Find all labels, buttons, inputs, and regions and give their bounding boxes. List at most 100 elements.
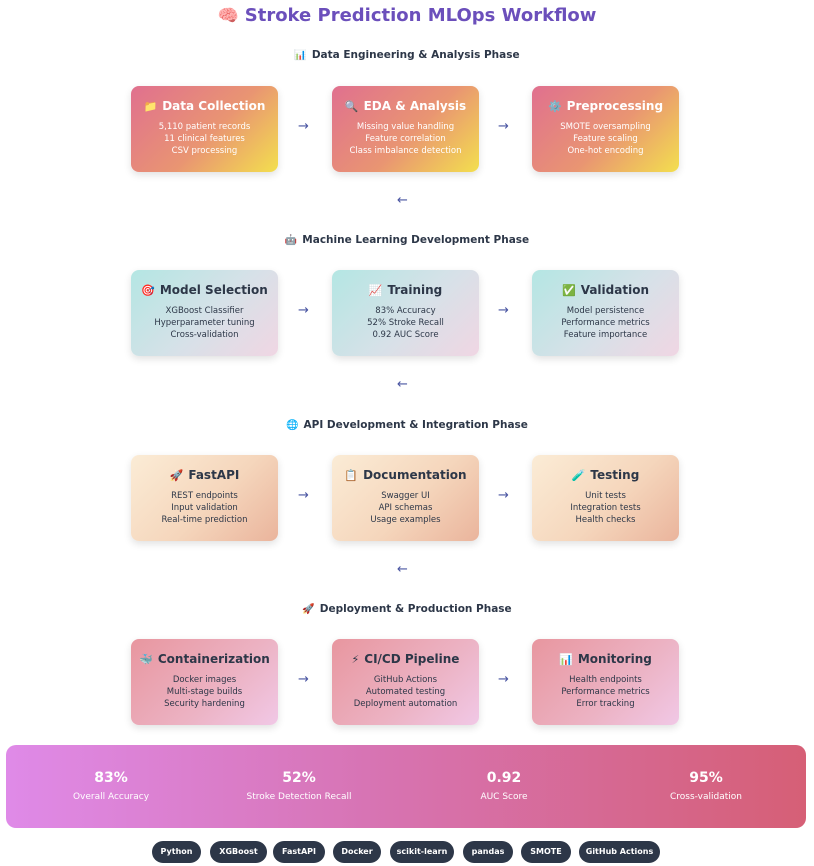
globe-icon: 🌐 bbox=[286, 420, 299, 431]
card-testing: 🧪 Testing Unit tests Integration tests He… bbox=[532, 455, 679, 541]
card-title-text: Model Selection bbox=[159, 283, 268, 297]
phase-title-text: API Development & Integration Phase bbox=[303, 419, 528, 431]
stat-overall-accuracy: 83% Overall Accuracy bbox=[11, 769, 211, 804]
bar-chart-icon: 📊 bbox=[559, 653, 573, 666]
card-title: 🧪 Testing bbox=[532, 467, 679, 484]
card-title: ⚙️ Preprocessing bbox=[532, 98, 679, 115]
card-ci-cd-pipeline: ⚡ CI/CD Pipeline GitHub Actions Automated… bbox=[332, 639, 479, 725]
card-title-text: Preprocessing bbox=[566, 99, 664, 113]
card-containerization: 🐳 Containerization Docker images Multi-st… bbox=[131, 639, 278, 725]
card-detail: Deployment automation bbox=[353, 699, 458, 709]
rocket-icon: 🚀 bbox=[169, 469, 184, 482]
tag-smote: SMOTE bbox=[521, 841, 571, 863]
card-data-collection: 📁 Data Collection 5,110 patient records 1… bbox=[131, 86, 278, 172]
stat-cross-validation: 95% Cross-validation bbox=[606, 769, 806, 804]
arrow-left-icon: ← bbox=[397, 377, 408, 392]
card-title: 🔍 EDA & Analysis bbox=[332, 98, 479, 115]
card-title: 🐳 Containerization bbox=[131, 651, 278, 668]
card-detail: Health endpoints bbox=[569, 675, 642, 685]
card-detail: Error tracking bbox=[576, 699, 635, 709]
stat-auc-score: 0.92 AUC Score bbox=[404, 769, 604, 804]
trend-chart-icon: 📈 bbox=[368, 284, 383, 297]
card-detail: 11 clinical features bbox=[164, 134, 245, 144]
card-detail: Real-time prediction bbox=[161, 515, 248, 525]
card-detail: Integration tests bbox=[570, 503, 641, 513]
card-detail: Usage examples bbox=[370, 515, 441, 525]
tag-fastapi: FastAPI bbox=[273, 841, 325, 863]
arrow-right-icon: → bbox=[498, 303, 509, 318]
phase-row-data-engineering: 📁 Data Collection 5,110 patient records 1… bbox=[0, 86, 814, 172]
card-title-text: FastAPI bbox=[188, 468, 240, 482]
card-detail: Security hardening bbox=[164, 699, 245, 709]
card-detail: Feature correlation bbox=[365, 134, 446, 144]
card-detail: XGBoost Classifier bbox=[165, 306, 244, 316]
stat-label: AUC Score bbox=[480, 792, 528, 802]
card-title-text: Documentation bbox=[363, 468, 467, 482]
card-detail: Automated testing bbox=[365, 687, 446, 697]
page-title-text: Stroke Prediction MLOps Workflow bbox=[244, 5, 597, 26]
card-detail: Docker images bbox=[172, 675, 237, 685]
card-detail: Feature importance bbox=[563, 330, 648, 340]
card-detail: Swagger UI bbox=[381, 491, 430, 501]
stat-stroke-recall: 52% Stroke Detection Recall bbox=[199, 769, 399, 804]
stat-label: Cross-validation bbox=[670, 792, 742, 802]
arrow-right-icon: → bbox=[298, 488, 309, 503]
card-title-text: Validation bbox=[580, 283, 649, 297]
stat-value: 83% bbox=[94, 770, 128, 786]
card-title: 📁 Data Collection bbox=[131, 98, 278, 115]
rocket-icon: 🚀 bbox=[302, 604, 315, 615]
bar-chart-icon: 📊 bbox=[294, 50, 307, 61]
arrow-right-icon: → bbox=[298, 303, 309, 318]
lightning-icon: ⚡ bbox=[351, 653, 360, 666]
stat-value: 52% bbox=[282, 770, 316, 786]
card-title: 🚀 FastAPI bbox=[131, 467, 278, 484]
card-detail: Performance metrics bbox=[561, 318, 650, 328]
card-detail: One-hot encoding bbox=[567, 146, 644, 156]
folder-icon: 📁 bbox=[143, 100, 158, 113]
test-tube-icon: 🧪 bbox=[571, 469, 586, 482]
phase-title-data-engineering: 📊 Data Engineering & Analysis Phase bbox=[0, 48, 814, 63]
robot-icon: 🤖 bbox=[284, 235, 298, 246]
card-title: 📈 Training bbox=[332, 282, 479, 299]
card-detail: Hyperparameter tuning bbox=[154, 318, 255, 328]
card-detail: 83% Accuracy bbox=[375, 306, 436, 316]
card-title-text: Testing bbox=[590, 468, 640, 482]
phase-title-api-development: 🌐 API Development & Integration Phase bbox=[0, 418, 814, 433]
tech-stack-tags: Python XGBoost FastAPI Docker scikit-lea… bbox=[0, 841, 814, 863]
card-detail: Unit tests bbox=[585, 491, 626, 501]
card-title-text: Data Collection bbox=[162, 99, 266, 113]
stat-label: Stroke Detection Recall bbox=[246, 792, 352, 802]
card-title: ✅ Validation bbox=[532, 282, 679, 299]
gear-icon: ⚙️ bbox=[547, 100, 562, 113]
card-detail: 52% Stroke Recall bbox=[367, 318, 444, 328]
card-title-text: EDA & Analysis bbox=[363, 99, 467, 113]
whale-icon: 🐳 bbox=[139, 653, 153, 666]
card-preprocessing: ⚙️ Preprocessing SMOTE oversampling Featu… bbox=[532, 86, 679, 172]
card-detail: CSV processing bbox=[171, 146, 238, 156]
stat-value: 0.92 bbox=[486, 770, 522, 786]
card-detail: Class imbalance detection bbox=[349, 146, 462, 156]
card-title-text: Containerization bbox=[157, 652, 270, 666]
arrow-right-icon: → bbox=[498, 488, 509, 503]
card-detail: Model persistence bbox=[566, 306, 645, 316]
arrow-left-icon: ← bbox=[397, 193, 408, 208]
checkmark-icon: ✅ bbox=[562, 284, 576, 297]
tag-python: Python bbox=[152, 841, 201, 863]
card-title: 📋 Documentation bbox=[332, 467, 479, 484]
card-fastapi: 🚀 FastAPI REST endpoints Input validation… bbox=[131, 455, 278, 541]
card-detail: Cross-validation bbox=[170, 330, 239, 340]
card-training: 📈 Training 83% Accuracy 52% Stroke Recall… bbox=[332, 270, 479, 356]
tag-github-actions: GitHub Actions bbox=[579, 841, 660, 863]
card-eda-analysis: 🔍 EDA & Analysis Missing value handling F… bbox=[332, 86, 479, 172]
card-validation: ✅ Validation Model persistence Performanc… bbox=[532, 270, 679, 356]
card-detail: GitHub Actions bbox=[373, 675, 438, 685]
card-detail: Missing value handling bbox=[356, 122, 455, 132]
brain-icon: 🧠 bbox=[217, 6, 239, 26]
tag-docker: Docker bbox=[333, 841, 381, 863]
card-detail: SMOTE oversampling bbox=[560, 122, 651, 132]
phase-title-deployment: 🚀 Deployment & Production Phase bbox=[0, 602, 814, 617]
phase-title-text: Machine Learning Development Phase bbox=[302, 234, 530, 246]
tag-xgboost: XGBoost bbox=[210, 841, 267, 863]
card-title-text: Training bbox=[387, 283, 443, 297]
card-title: ⚡ CI/CD Pipeline bbox=[332, 651, 479, 668]
